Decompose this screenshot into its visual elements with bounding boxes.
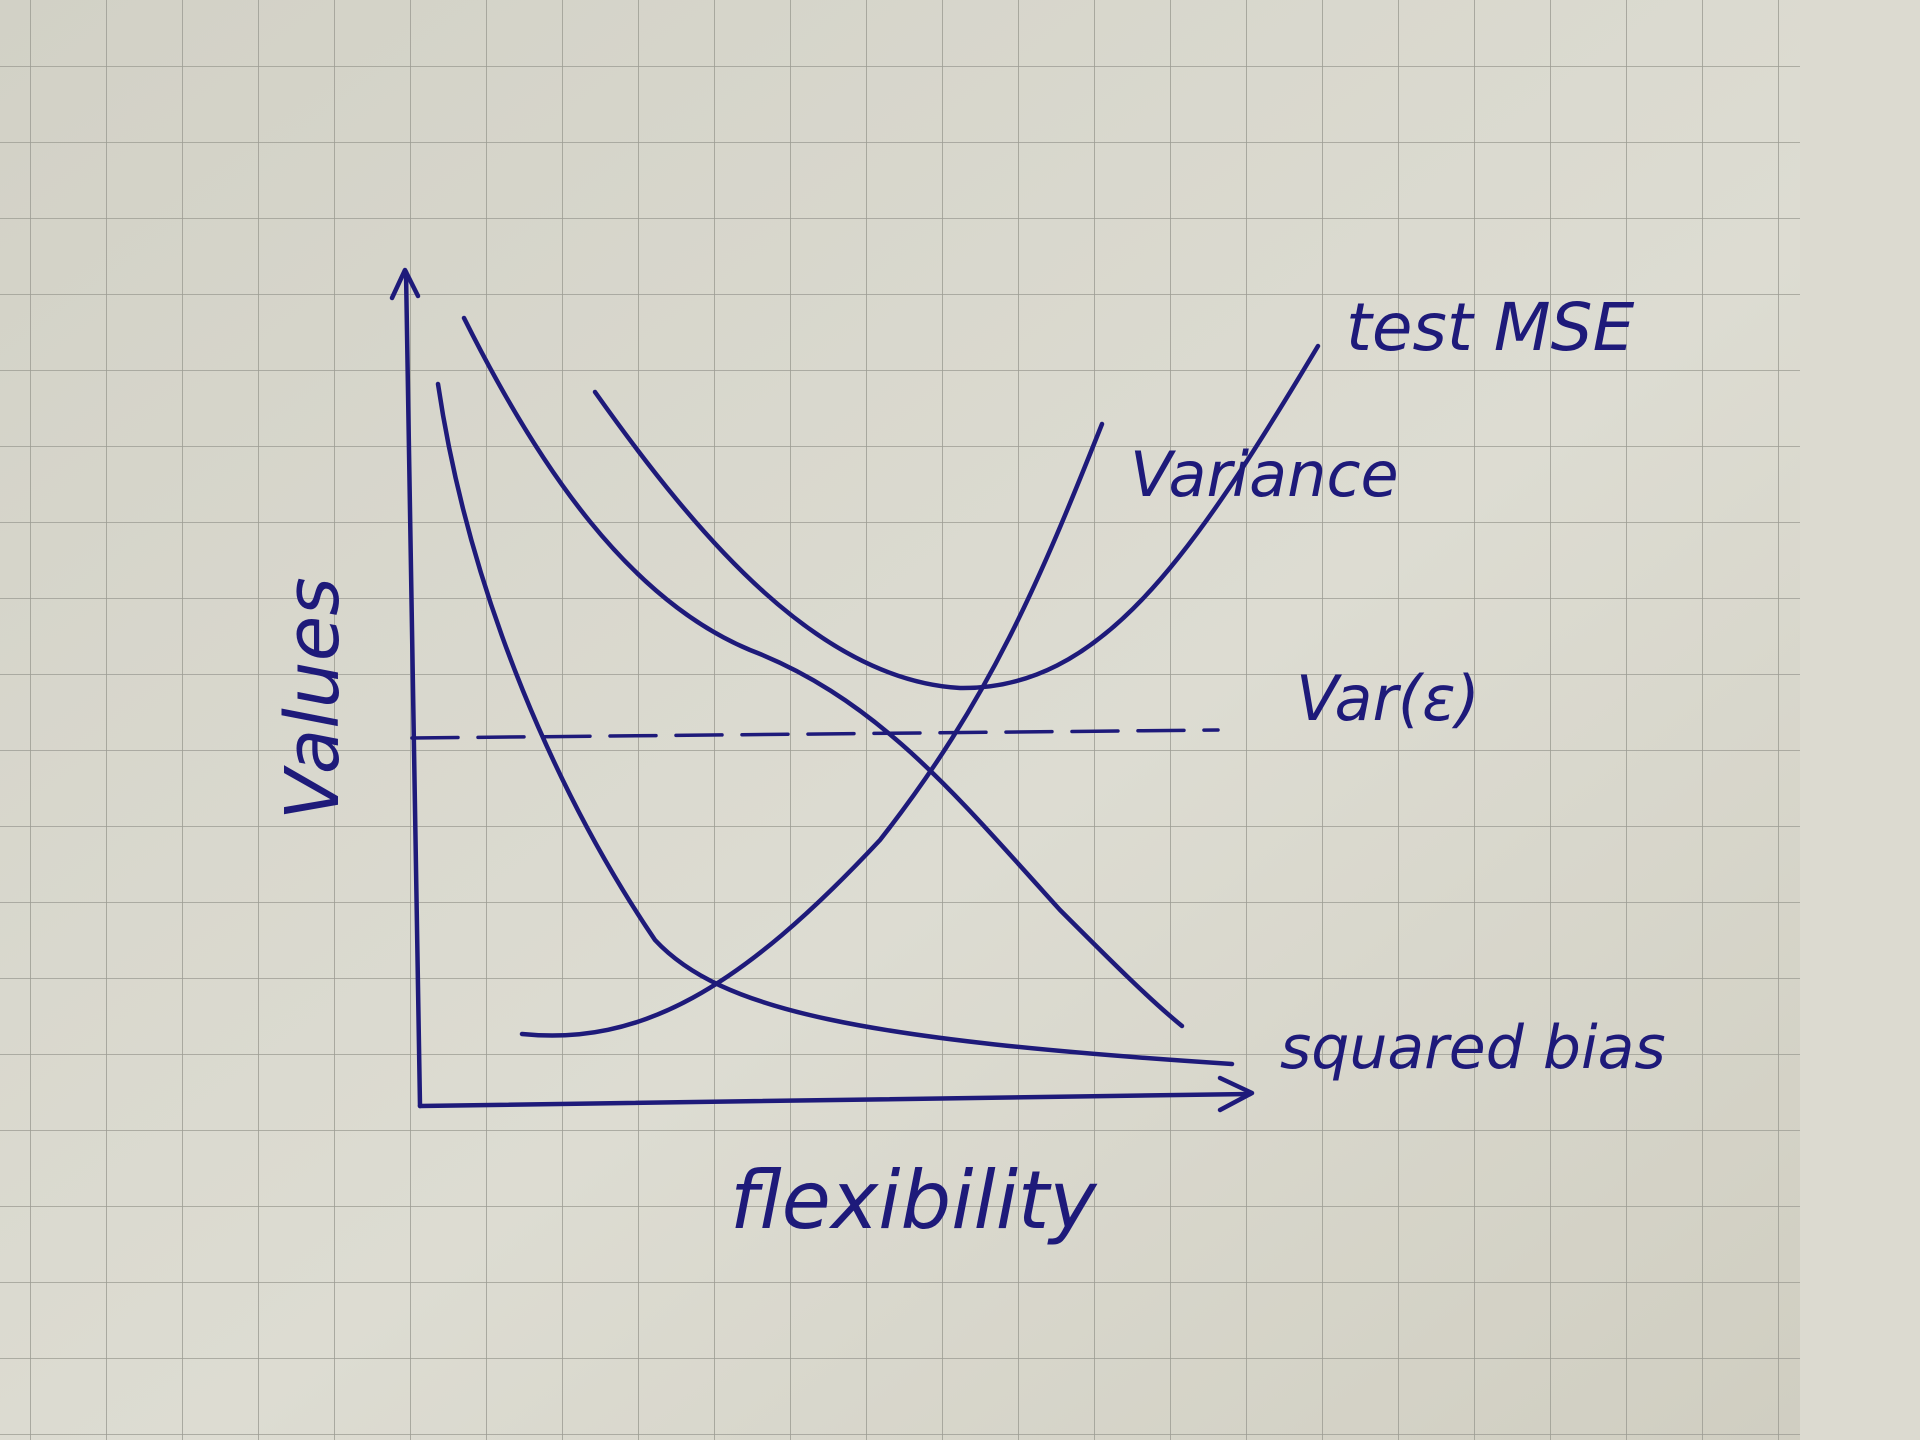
label-squared-bias: squared bias: [1280, 1013, 1666, 1083]
squared-bias-curve: [435, 381, 1235, 1067]
label-test-mse: test MSE: [1346, 289, 1635, 366]
y-axis: [403, 269, 423, 1109]
y-axis-arrowhead: [389, 267, 421, 301]
y-axis-label: Values: [270, 577, 356, 820]
paper-right-edge: [1800, 0, 1920, 1440]
label-var-epsilon: Var(ε): [1296, 662, 1480, 735]
variance-curve: [519, 421, 1105, 1038]
x-axis-label: flexibility: [730, 1154, 1098, 1247]
x-axis-arrowhead: [1217, 1075, 1255, 1113]
irreducible-error-dashed-line: [410, 728, 1220, 740]
label-variance: Variance: [1130, 438, 1399, 511]
grid-lines: [0, 0, 1800, 1440]
decreasing-error-curve: [461, 315, 1185, 1029]
test-mse-curve: [592, 343, 1321, 691]
x-axis: [417, 1091, 1253, 1109]
